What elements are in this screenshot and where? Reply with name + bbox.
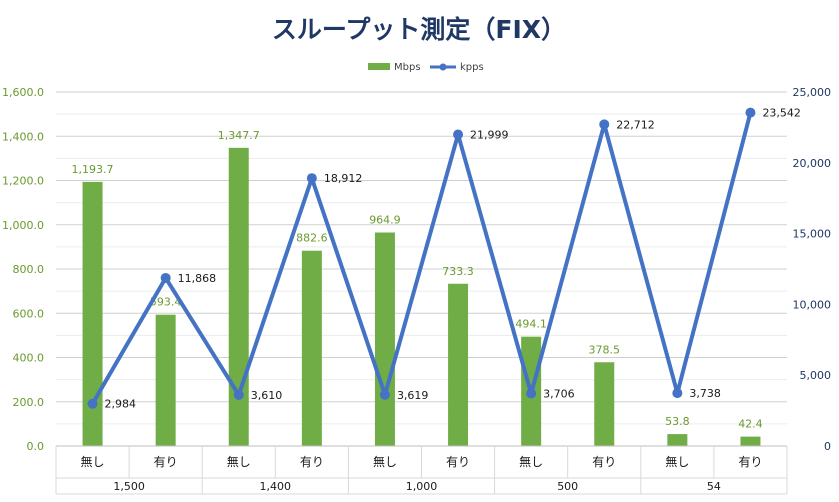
bar-data-label: 1,193.7 bbox=[72, 163, 114, 176]
bar-mbps-3 bbox=[301, 250, 322, 446]
bar-data-label: 53.8 bbox=[665, 415, 690, 428]
x-group-label: 54 bbox=[707, 480, 721, 493]
legend-swatch-mbps bbox=[368, 63, 390, 70]
kpps-point-7 bbox=[599, 119, 610, 130]
x-category-label: 有り bbox=[154, 455, 178, 469]
y-left-tick-label: 800.0 bbox=[13, 263, 45, 276]
legend-label-kpps: kpps bbox=[460, 62, 484, 73]
y-right-tick-label: 15,000 bbox=[793, 228, 832, 241]
legend: Mbps kpps bbox=[368, 62, 484, 73]
x-group-label: 1,500 bbox=[113, 480, 145, 493]
kpps-point-6 bbox=[526, 388, 537, 399]
bar-data-label: 494.1 bbox=[515, 318, 547, 331]
bar-mbps-8 bbox=[667, 434, 688, 446]
y-left-tick-label: 1,600.0 bbox=[2, 86, 44, 99]
line-data-label: 23,542 bbox=[762, 107, 801, 120]
bar-mbps-0 bbox=[82, 181, 103, 447]
bar-mbps-5 bbox=[448, 283, 469, 446]
x-group-label: 500 bbox=[557, 480, 578, 493]
kpps-point-3 bbox=[306, 173, 317, 184]
bar-mbps-7 bbox=[594, 362, 615, 446]
line-data-label: 21,999 bbox=[470, 128, 509, 141]
y-right-tick-label: 20,000 bbox=[793, 157, 832, 170]
kpps-point-2 bbox=[233, 389, 244, 400]
kpps-point-1 bbox=[160, 272, 171, 283]
bar-mbps-2 bbox=[228, 147, 249, 446]
bar-mbps-4 bbox=[374, 232, 395, 446]
bar-data-label: 964.9 bbox=[369, 214, 401, 227]
bar-mbps-9 bbox=[740, 436, 761, 446]
y-left-tick-label: 1,200.0 bbox=[2, 175, 44, 188]
x-category-label: 無し bbox=[81, 454, 105, 469]
bar-data-label: 593.4 bbox=[150, 296, 182, 309]
y-left-tick-label: 400.0 bbox=[13, 352, 45, 365]
bar-data-label: 378.5 bbox=[589, 343, 621, 356]
kpps-point-9 bbox=[745, 107, 756, 118]
bar-data-label: 42.4 bbox=[738, 418, 763, 431]
x-group-label: 1,000 bbox=[406, 480, 438, 493]
line-data-label: 3,706 bbox=[543, 388, 575, 401]
x-group-label: 1,400 bbox=[260, 480, 292, 493]
x-category-label: 無し bbox=[665, 454, 689, 469]
kpps-point-5 bbox=[453, 129, 464, 140]
line-data-label: 11,868 bbox=[178, 272, 217, 285]
y-right-tick-label: 0 bbox=[824, 440, 831, 453]
y-right-tick-label: 5,000 bbox=[800, 369, 832, 382]
y-left-tick-label: 1,400.0 bbox=[2, 130, 44, 143]
y-left-tick-label: 600.0 bbox=[13, 307, 45, 320]
x-category-label: 有り bbox=[592, 455, 616, 469]
line-data-label: 2,984 bbox=[105, 398, 137, 411]
line-data-label: 3,610 bbox=[251, 389, 283, 402]
x-category-label: 無し bbox=[519, 454, 543, 469]
line-data-label: 3,619 bbox=[397, 389, 429, 402]
kpps-point-0 bbox=[87, 398, 98, 409]
kpps-point-4 bbox=[379, 389, 390, 400]
axes: 0.0 200.0 400.0 600.0 800.0 1,000.0 1,200.0 1,4… bbox=[2, 86, 832, 495]
x-category-label: 無し bbox=[227, 454, 251, 469]
bar-data-label: 733.3 bbox=[442, 265, 474, 278]
x-category-label: 有り bbox=[738, 455, 762, 469]
chart-title: スループット測定（FIX） bbox=[272, 15, 566, 44]
y-left-tick-label: 200.0 bbox=[13, 396, 45, 409]
kpps-point-8 bbox=[672, 388, 683, 399]
legend-marker-kpps bbox=[439, 63, 447, 71]
kpps-line bbox=[90, 112, 753, 405]
y-left-tick-label: 0.0 bbox=[27, 440, 45, 453]
x-category-label: 無し bbox=[373, 454, 397, 469]
bar-series-mbps: 1,193.7 593.4 1,347.7 882.6 964.9 733.3 494.1 3… bbox=[72, 129, 763, 447]
bar-data-label: 1,347.7 bbox=[218, 129, 260, 142]
gridlines bbox=[56, 91, 787, 447]
line-data-label: 18,912 bbox=[324, 172, 363, 185]
line-data-label: 3,738 bbox=[689, 387, 721, 400]
x-category-label: 有り bbox=[300, 455, 324, 469]
y-right-tick-label: 25,000 bbox=[793, 86, 832, 99]
line-data-label: 22,712 bbox=[616, 118, 655, 131]
y-left-tick-label: 1,000.0 bbox=[2, 219, 44, 232]
line-series-kpps: 2,984 11,868 3,610 18,912 3,619 21,999 3,706 22… bbox=[87, 107, 801, 411]
legend-label-mbps: Mbps bbox=[394, 62, 421, 73]
y-right-tick-label: 10,000 bbox=[793, 298, 832, 311]
x-category-label: 有り bbox=[446, 455, 470, 469]
bar-mbps-1 bbox=[155, 314, 176, 446]
bar-data-label: 882.6 bbox=[296, 232, 328, 245]
